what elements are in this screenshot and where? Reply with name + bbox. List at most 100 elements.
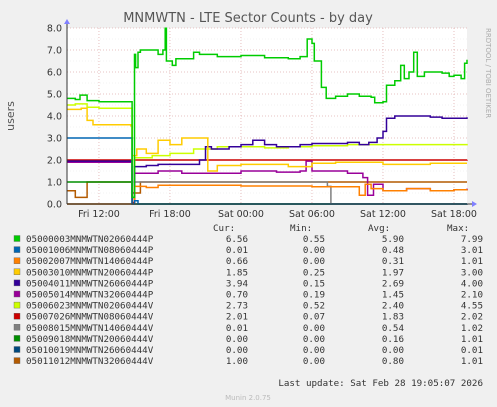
y-tick-label: 8.0 xyxy=(47,24,62,35)
last-update: Last update: Sat Feb 28 19:05:07 2026 xyxy=(278,378,483,389)
legend-series-name: 05006023MNMWTN02060444V xyxy=(26,301,154,312)
y-tick-label: 5.0 xyxy=(47,90,62,101)
legend-cur-value: 2.73 xyxy=(226,301,248,312)
legend-max-value: 1.02 xyxy=(461,323,483,334)
legend-min-value: 0.07 xyxy=(303,312,325,323)
y-tick-labels: 0.0 1.0 2.0 3.0 4.0 5.0 6.0 7.0 8.0 xyxy=(47,24,62,211)
legend-rows: 05000003MNMWTN02060444P 6.56 0.55 5.90 7.99 0… xyxy=(13,234,483,367)
y-tick-label: 0.0 xyxy=(47,200,62,211)
legend-swatch xyxy=(13,324,21,331)
legend-series-name: 05005014MNMWTN32060444P xyxy=(26,290,154,301)
series-line xyxy=(67,103,468,194)
legend-max-value: 7.99 xyxy=(461,234,483,245)
legend-min-value: 0.00 xyxy=(303,345,325,356)
legend-header-min: Min: xyxy=(290,223,312,234)
x-tick-label: Sat 06:00 xyxy=(289,209,335,220)
legend-min-value: 0.19 xyxy=(303,290,325,301)
legend-cur-value: 0.66 xyxy=(226,256,248,267)
y-tick-label: 4.0 xyxy=(47,112,62,123)
legend-series-name: 05008015MNMWTN14060444V xyxy=(26,323,154,334)
legend-swatch xyxy=(13,268,21,275)
legend-cur-value: 0.01 xyxy=(226,323,248,334)
legend-avg-value: 0.80 xyxy=(382,356,404,367)
x-tick-labels: Fri 12:00 Fri 18:00 Sat 00:00 Sat 06:00 Sat … xyxy=(78,209,477,220)
x-axis-arrow xyxy=(472,201,477,207)
legend-max-value: 2.10 xyxy=(461,290,483,301)
legend-swatch xyxy=(13,257,21,264)
x-tick-label: Sat 18:00 xyxy=(431,209,477,220)
legend-min-value: 0.52 xyxy=(303,301,325,312)
y-tick-label: 7.0 xyxy=(47,46,62,57)
legend-swatch xyxy=(13,290,21,298)
legend-series-name: 05011012MNMWTN32060444V xyxy=(26,356,154,367)
legend-series-name: 05010019MNMWTN26060444V xyxy=(26,345,154,356)
legend-cur-value: 0.00 xyxy=(226,345,248,356)
legend-max-value: 4.00 xyxy=(461,278,483,289)
legend-swatch xyxy=(13,357,21,364)
legend-max-value: 1.01 xyxy=(461,334,483,345)
legend-cur-value: 2.01 xyxy=(226,312,248,323)
legend-max-value: 1.01 xyxy=(461,356,483,367)
chart-title: MNMWTN - LTE Sector Counts - by day xyxy=(123,11,373,26)
legend-swatch xyxy=(13,313,21,320)
legend-series-name: 05000003MNMWTN02060444P xyxy=(26,234,154,245)
legend-avg-value: 1.45 xyxy=(382,290,404,301)
legend-cur-value: 0.01 xyxy=(226,245,248,256)
series-line xyxy=(67,115,468,199)
legend-header-max: Max: xyxy=(447,223,469,234)
legend-avg-value: 0.54 xyxy=(382,323,405,334)
legend-min-value: 0.00 xyxy=(303,323,325,334)
legend-swatch xyxy=(13,335,21,342)
legend-series-name: 05007026MNMWTN08060444V xyxy=(26,312,154,323)
legend-series-name: 05003010MNMWTN20060444P xyxy=(26,267,154,278)
legend-min-value: 0.00 xyxy=(303,356,325,367)
legend-max-value: 1.01 xyxy=(461,256,483,267)
x-tick-label: Fri 18:00 xyxy=(149,209,191,220)
legend-swatch xyxy=(13,346,21,353)
legend-series-name: 05002007MNMWTN14060444P xyxy=(26,256,154,267)
legend-series-name: 05004011MNMWTN26060444P xyxy=(26,278,154,289)
legend-cur-value: 0.70 xyxy=(226,290,248,301)
legend-series-name: 05009018MNMWTN20060444V xyxy=(26,334,154,345)
legend-avg-value: 0.00 xyxy=(382,345,404,356)
series-line xyxy=(67,183,468,205)
legend-cur-value: 3.94 xyxy=(226,278,249,289)
axes xyxy=(64,19,477,207)
rrdtool-side-label: RRDTOOL / TOBI OETIKER xyxy=(484,28,492,118)
x-tick-label: Sat 00:00 xyxy=(218,209,264,220)
y-tick-label: 2.0 xyxy=(47,156,62,167)
legend-swatch xyxy=(13,246,21,253)
x-tick-label: Sat 12:00 xyxy=(360,209,406,220)
y-tick-label: 3.0 xyxy=(47,134,62,145)
legend-swatch xyxy=(13,279,21,287)
legend-max-value: 2.02 xyxy=(461,312,483,323)
legend-cur-value: 1.85 xyxy=(226,267,248,278)
legend-header-cur: Cur: xyxy=(213,223,235,234)
series-line xyxy=(67,27,468,199)
y-axis-label: users xyxy=(4,101,17,131)
legend-min-value: 0.00 xyxy=(303,256,325,267)
legend-cur-value: 1.00 xyxy=(226,356,248,367)
legend: Cur: Min: Avg: Max: 05000003MNMWTN020604… xyxy=(13,223,483,367)
legend-swatch xyxy=(13,235,21,242)
legend-header-avg: Avg: xyxy=(368,223,390,234)
x-tick-label: Fri 12:00 xyxy=(78,209,120,220)
munin-version: Munin 2.0.75 xyxy=(225,394,271,402)
legend-avg-value: 0.16 xyxy=(382,334,404,345)
legend-series-name: 05001006MNMWTN08060444P xyxy=(26,245,154,256)
legend-min-value: 0.15 xyxy=(303,278,325,289)
legend-avg-value: 0.31 xyxy=(382,256,404,267)
legend-max-value: 3.01 xyxy=(461,245,483,256)
legend-max-value: 0.01 xyxy=(461,345,483,356)
series-line xyxy=(67,107,467,172)
legend-min-value: 0.00 xyxy=(303,334,325,345)
y-axis-arrow xyxy=(64,19,70,24)
legend-avg-value: 5.90 xyxy=(382,234,404,245)
y-tick-label: 6.0 xyxy=(47,68,62,79)
legend-avg-value: 2.40 xyxy=(382,301,404,312)
legend-cur-value: 0.00 xyxy=(226,334,248,345)
legend-cur-value: 6.56 xyxy=(226,234,248,245)
legend-avg-value: 0.48 xyxy=(382,245,404,256)
legend-max-value: 4.55 xyxy=(461,301,483,312)
